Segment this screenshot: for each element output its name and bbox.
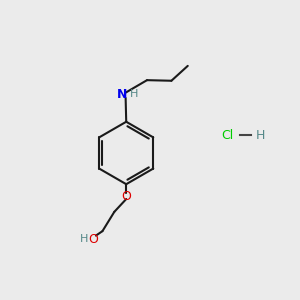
Text: H: H <box>80 234 88 244</box>
Text: H: H <box>130 89 138 99</box>
Text: N: N <box>117 88 127 101</box>
Text: Cl: Cl <box>221 129 233 142</box>
Text: O: O <box>121 190 131 202</box>
Text: O: O <box>88 233 98 246</box>
Text: H: H <box>256 129 265 142</box>
